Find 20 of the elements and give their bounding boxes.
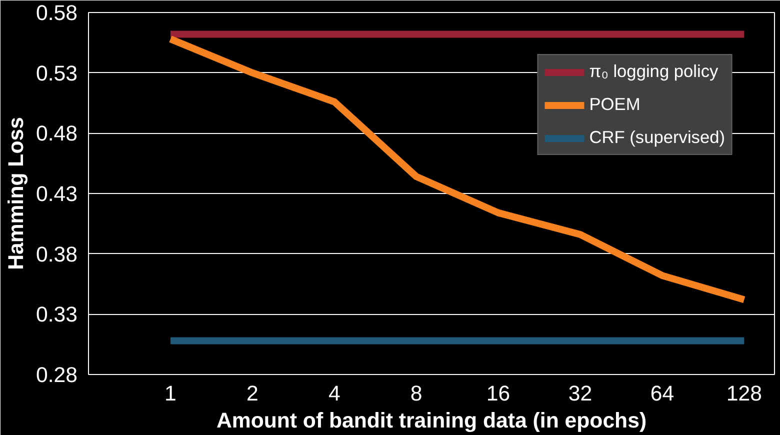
legend-label: CRF (supervised): [589, 127, 725, 148]
y-tick-label: 0.38: [36, 242, 78, 266]
x-tick-label: 32: [568, 382, 592, 406]
y-tick-label: 0.43: [36, 182, 78, 206]
x-tick-label: 8: [410, 382, 422, 406]
y-tick-label: 0.33: [36, 302, 78, 327]
y-tick-label: 0.58: [36, 1, 78, 25]
legend-label: π₀ logging policy: [589, 61, 718, 82]
y-tick-label: 0.28: [36, 363, 78, 387]
x-tick-label: 128: [726, 382, 762, 406]
x-axis-title: Amount of bandit training data (in epochs): [216, 408, 647, 432]
legend-label: POEM: [589, 94, 640, 115]
y-tick-label: 0.53: [36, 61, 78, 86]
x-tick-label: 1: [164, 382, 176, 406]
x-tick-label: 2: [246, 382, 258, 406]
y-tick-label: 0.48: [36, 122, 78, 146]
x-tick-label: 64: [650, 382, 674, 406]
x-tick-label: 4: [328, 382, 340, 406]
y-axis-title: Hamming Loss: [4, 117, 28, 270]
x-tick-label: 16: [486, 382, 510, 406]
